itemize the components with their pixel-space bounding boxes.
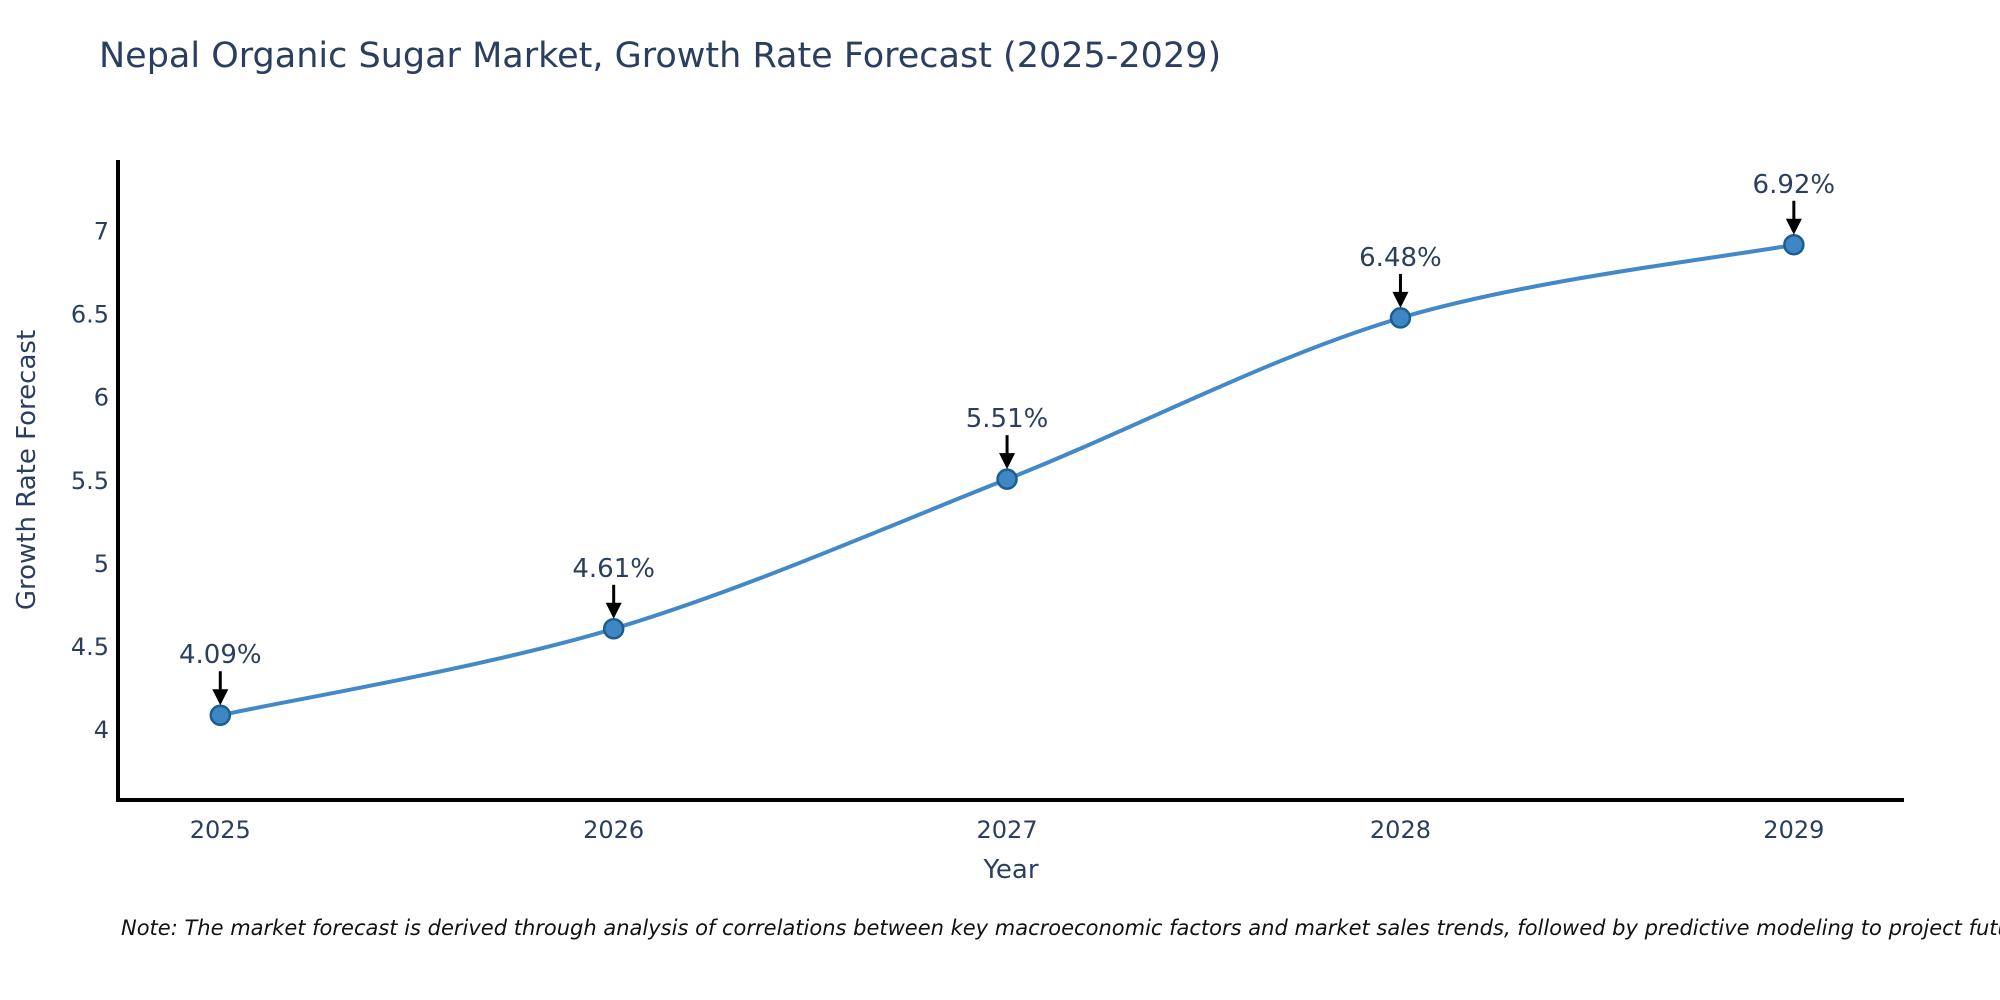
data-point-label: 4.09% bbox=[179, 640, 262, 670]
y-tick-label: 6 bbox=[94, 384, 109, 412]
annotation-arrow-head bbox=[605, 602, 622, 619]
y-tick-label: 4 bbox=[94, 716, 109, 744]
y-tick-label: 6.5 bbox=[71, 301, 109, 329]
footnote: Note: The market forecast is derived thr… bbox=[121, 916, 2000, 940]
data-point-label: 6.48% bbox=[1359, 243, 1442, 273]
x-tick-label: 2025 bbox=[190, 816, 251, 844]
data-point-marker bbox=[602, 618, 625, 640]
y-tick-label: 5 bbox=[94, 550, 109, 578]
y-tick-label: 4.5 bbox=[71, 633, 109, 661]
data-point-marker bbox=[996, 468, 1018, 490]
annotation-arrow-head bbox=[999, 453, 1016, 470]
x-tick-label: 2027 bbox=[977, 816, 1038, 844]
data-point-label: 6.92% bbox=[1753, 170, 1836, 200]
x-axis-title: Year bbox=[983, 855, 1039, 885]
annotation-arrow-head bbox=[212, 689, 229, 706]
x-tick-label: 2026 bbox=[583, 816, 644, 844]
data-point-marker bbox=[1783, 234, 1805, 256]
x-tick-label: 2029 bbox=[1763, 816, 1824, 844]
data-point-marker bbox=[209, 704, 232, 726]
y-axis-title: Growth Rate Forecast bbox=[12, 329, 42, 611]
annotation-arrow-head bbox=[1785, 218, 1802, 235]
y-tick-label: 5.5 bbox=[71, 467, 109, 495]
y-tick-label: 7 bbox=[94, 217, 109, 245]
chart-title: Nepal Organic Sugar Market, Growth Rate … bbox=[99, 36, 1222, 76]
annotation-arrow-head bbox=[1392, 291, 1409, 308]
data-point-marker bbox=[1389, 307, 1412, 329]
data-point-label: 4.61% bbox=[572, 554, 655, 584]
data-point-label: 5.51% bbox=[966, 404, 1049, 434]
x-tick-label: 2028 bbox=[1370, 816, 1431, 844]
